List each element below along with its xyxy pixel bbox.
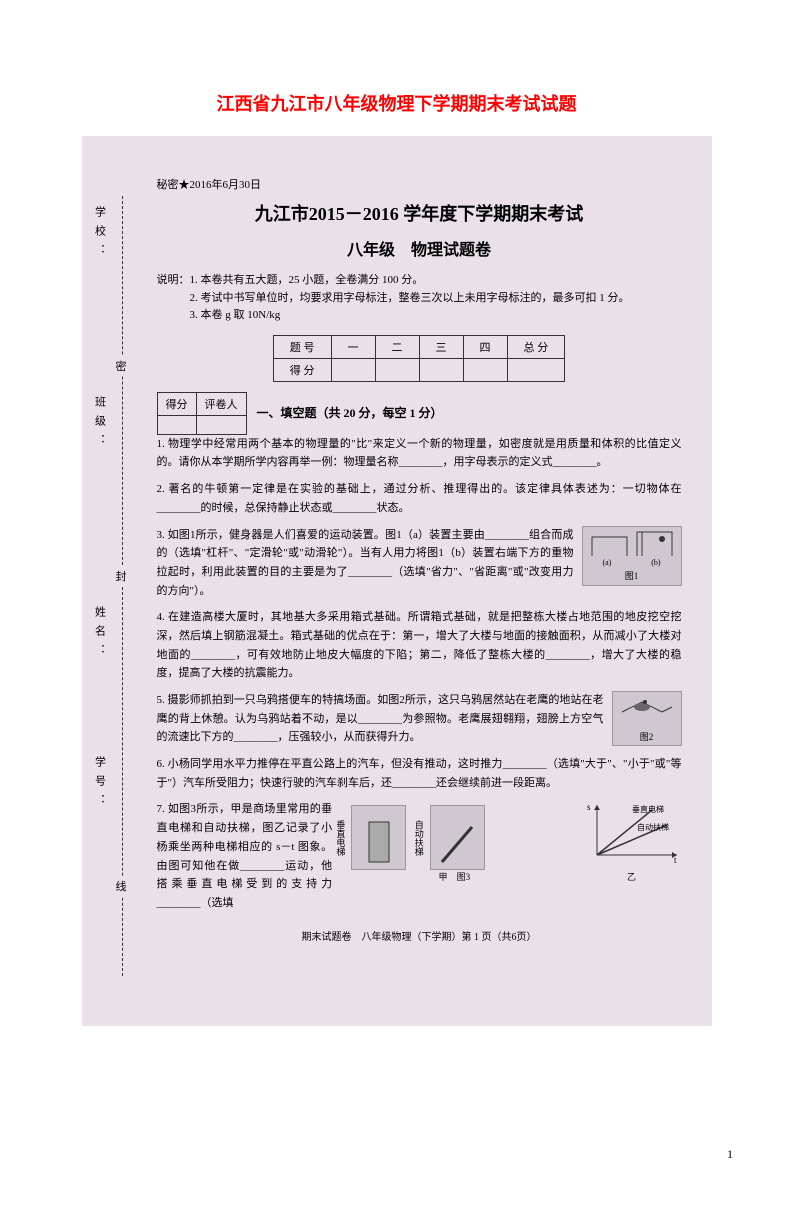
question-text: 摄影师抓拍到一只乌鸦搭便车的特搞场面。如图2所示，这只乌鸦居然站在老鹰的地站在老… bbox=[157, 694, 604, 743]
eagle-crow-icon bbox=[617, 692, 677, 730]
exercise-equipment-icon bbox=[587, 527, 677, 556]
page-footer: 期末试题卷 八年级物理（下学期）第 1 页（共6页） bbox=[157, 928, 682, 943]
grader-score-label: 得分 bbox=[157, 392, 196, 415]
question-text: 如图1所示，健身器是人们喜爱的运动装置。图1（a）装置主要由________组合… bbox=[157, 529, 574, 597]
binding-feng-char: 封 bbox=[116, 566, 127, 586]
question-7: 垂直电梯 自动扶梯 甲 图3 bbox=[157, 800, 682, 912]
instruction-1: 说明：1. 本卷共有五大题，25 小题，全卷满分 100 分。 bbox=[157, 272, 682, 290]
figure-1-label: 图1 bbox=[625, 569, 639, 584]
question-6: 6. 小杨同学用水平力推停在平直公路上的汽车，但没有推动，这时推力_______… bbox=[157, 755, 682, 792]
score-table: 题 号 一 二 三 四 总 分 得 分 bbox=[273, 335, 566, 382]
instruction-2: 2. 考试中书写单位时，均要求用字母标注，整卷三次以上未用字母标注的，最多可扣 … bbox=[157, 290, 682, 308]
binding-number-label: 学号： bbox=[92, 756, 108, 813]
question-text: 如图3所示，甲是商场里常用的垂直电梯和自动扶梯，图乙记录了小杨乘坐两种电梯相应的… bbox=[157, 803, 333, 908]
chart-line1-label: 垂直电梯 bbox=[632, 804, 664, 814]
binding-xian-char: 线 bbox=[116, 876, 127, 896]
question-4: 4. 在建造高楼大厦时，其地基大多采用箱式基础。所谓箱式基础，就是把整栋大楼占地… bbox=[157, 608, 682, 683]
question-text: 物理学中经常用两个基本的物理量的"比"来定义一个新的物理量，如密度就是用质量和体… bbox=[157, 438, 682, 469]
score-row-label: 得 分 bbox=[273, 358, 331, 381]
elevator-1-label: 垂直电梯 bbox=[332, 805, 347, 870]
question-number: 5. bbox=[157, 694, 168, 706]
figure-2-label: 图2 bbox=[640, 730, 654, 745]
fig3-label: 图3 bbox=[457, 872, 471, 882]
grader-table: 得分 评卷人 bbox=[157, 392, 247, 435]
content-area: 秘密★2016年6月30日 九江市2015－2016 学年度下学期期末考试 八年… bbox=[157, 176, 682, 943]
question-number: 4. bbox=[157, 611, 168, 623]
score-header-2: 二 bbox=[375, 335, 419, 358]
binding-dashed-line bbox=[122, 196, 123, 976]
score-header-total: 总 分 bbox=[507, 335, 565, 358]
question-3: (a) (b) 图1 3. 如图1所示，健身器是人们喜爱的运动装置。图1（a）装置… bbox=[157, 526, 682, 601]
question-number: 2. bbox=[157, 483, 169, 495]
section-header: 得分 评卷人 一、填空题（共 20 分，每空 1 分） bbox=[157, 392, 682, 435]
st-chart: 垂直电梯 自动扶梯 s t bbox=[582, 800, 682, 870]
table-row bbox=[157, 415, 246, 434]
question-number: 7. bbox=[157, 803, 168, 815]
score-header-num: 题 号 bbox=[273, 335, 331, 358]
figure-1: (a) (b) 图1 bbox=[582, 526, 682, 586]
elevator-vertical-icon bbox=[351, 805, 406, 870]
question-number: 1. bbox=[157, 438, 168, 450]
grader-person-label: 评卷人 bbox=[196, 392, 246, 415]
fig1a-label: (a) bbox=[602, 556, 611, 570]
binding-school-label: 学校： bbox=[92, 206, 108, 263]
question-1: 1. 物理学中经常用两个基本的物理量的"比"来定义一个新的物理量，如密度就是用质… bbox=[157, 435, 682, 472]
fig3-jia-label: 甲 bbox=[439, 872, 448, 882]
score-cell bbox=[375, 358, 419, 381]
score-header-4: 四 bbox=[463, 335, 507, 358]
score-header-1: 一 bbox=[331, 335, 375, 358]
escalator-icon bbox=[430, 805, 485, 870]
table-row: 得分 评卷人 bbox=[157, 392, 246, 415]
binding-name-label: 姓名： bbox=[92, 606, 108, 663]
table-row: 题 号 一 二 三 四 总 分 bbox=[273, 335, 565, 358]
secret-line: 秘密★2016年6月30日 bbox=[157, 176, 682, 192]
figure-2: 图2 bbox=[612, 691, 682, 746]
question-text: 在建造高楼大厦时，其地基大多采用箱式基础。所谓箱式基础，就是把整栋大楼占地范围的… bbox=[157, 611, 682, 679]
binding-margin: 学校： 密 班级： 封 姓名： 学号： 线 bbox=[92, 196, 132, 976]
score-header-3: 三 bbox=[419, 335, 463, 358]
question-7-figures: 垂直电梯 自动扶梯 甲 图3 bbox=[332, 800, 681, 885]
page-title: 江西省九江市八年级物理下学期期末考试试题 bbox=[0, 90, 793, 116]
binding-class-label: 班级： bbox=[92, 396, 108, 453]
figure-3-group: 垂直电梯 自动扶梯 甲 图3 bbox=[332, 805, 576, 885]
grader-cell bbox=[157, 415, 196, 434]
table-row: 得 分 bbox=[273, 358, 565, 381]
score-cell bbox=[507, 358, 565, 381]
grader-cell bbox=[196, 415, 246, 434]
score-cell bbox=[419, 358, 463, 381]
y-axis-label: s bbox=[587, 802, 591, 812]
page-number: 1 bbox=[727, 1147, 733, 1162]
chart-line2-label: 自动扶梯 bbox=[637, 822, 669, 832]
instruction-3: 3. 本卷 g 取 10N/kg bbox=[157, 307, 682, 325]
question-text: 著名的牛顿第一定律是在实验的基础上，通过分析、推理得出的。该定律具体表述为：一切… bbox=[157, 483, 682, 514]
exam-paper: 学校： 密 班级： 封 姓名： 学号： 线 秘密★2016年6月30日 九江市2… bbox=[82, 136, 712, 1026]
question-number: 6. bbox=[157, 758, 168, 770]
instructions: 说明：1. 本卷共有五大题，25 小题，全卷满分 100 分。 2. 考试中书写… bbox=[157, 272, 682, 325]
exam-subtitle: 八年级 物理试题卷 bbox=[157, 236, 682, 260]
fig3-yi-label: 乙 bbox=[582, 870, 682, 885]
question-5: 图2 5. 摄影师抓拍到一只乌鸦搭便车的特搞场面。如图2所示，这只乌鸦居然站在老… bbox=[157, 691, 682, 747]
question-text: 小杨同学用水平力推停在平直公路上的汽车，但没有推动，这时推力________（选… bbox=[157, 758, 682, 789]
x-axis-label: t bbox=[674, 855, 677, 865]
exam-title: 九江市2015－2016 学年度下学期期末考试 bbox=[157, 200, 682, 226]
score-cell bbox=[463, 358, 507, 381]
question-2: 2. 著名的牛顿第一定律是在实验的基础上，通过分析、推理得出的。该定律具体表述为… bbox=[157, 480, 682, 517]
chart-group: 垂直电梯 自动扶梯 s t 乙 bbox=[582, 800, 682, 885]
fig1b-label: (b) bbox=[651, 556, 660, 570]
elevator-2-label: 自动扶梯 bbox=[410, 805, 425, 870]
score-cell bbox=[331, 358, 375, 381]
question-number: 3. bbox=[157, 529, 168, 541]
binding-mi-char: 密 bbox=[116, 356, 127, 376]
